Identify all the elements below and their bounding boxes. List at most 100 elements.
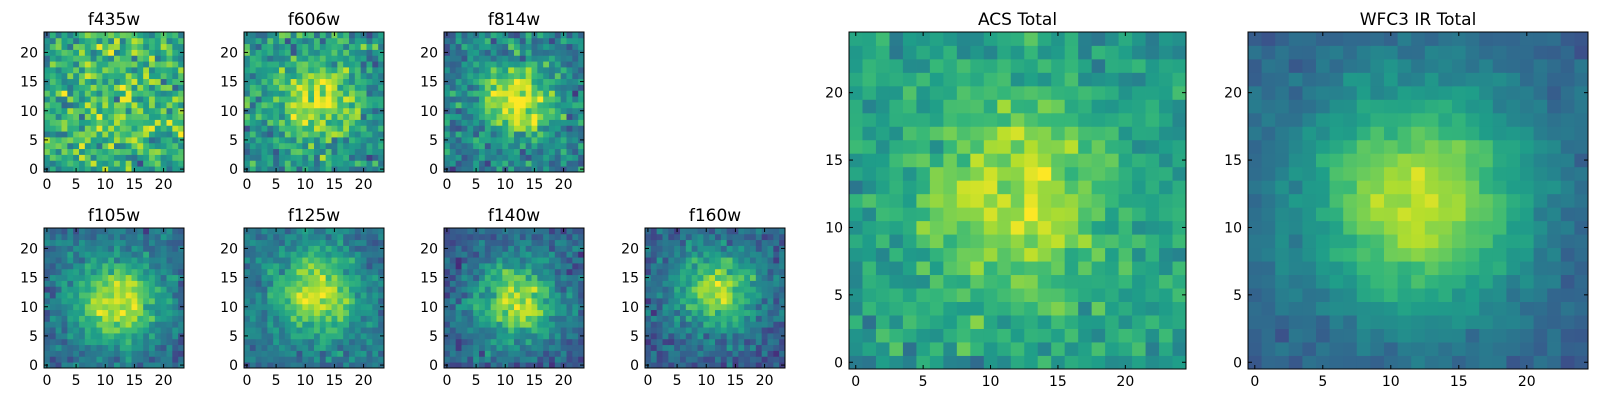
heatmap-cell [302,137,309,144]
heatmap-cell [273,90,280,97]
heatmap-cell [970,85,985,100]
heatmap-cell [738,298,745,305]
heatmap-cell [455,327,462,334]
heatmap-cell [154,356,162,363]
heatmap-cell [90,107,97,115]
heatmap-cell [889,45,904,60]
heatmap-cell [645,292,652,299]
heatmap-cell [755,333,763,340]
heatmap-cell [160,96,167,103]
heatmap-cell [314,251,321,258]
heatmap-cell [44,160,51,167]
heatmap-cell [314,119,321,126]
heatmap-cell [744,298,751,305]
heatmap-cell [331,55,338,62]
heatmap-cell [372,315,379,322]
heatmap-cell [319,292,327,299]
heatmap-cell [525,119,532,126]
heatmap-cell [160,286,167,293]
heatmap-cell [90,245,97,252]
heatmap-cell [1051,32,1066,46]
heatmap-cell [1078,166,1093,181]
heatmap-cell [378,327,385,334]
heatmap-cell [720,309,728,316]
heatmap-cell [290,303,297,311]
heatmap-cell [61,344,68,351]
heatmap-cell [125,160,132,167]
heatmap-cell [90,160,97,167]
heatmap-cell [560,154,567,161]
heatmap-cell [943,234,958,249]
heatmap-cell [178,102,185,109]
heatmap-cell [166,315,173,322]
heatmap-cell [479,61,486,68]
heatmap-cell [1010,342,1025,356]
heatmap-cell [349,154,356,161]
heatmap-cell [929,112,944,127]
heatmap-cell [750,245,757,252]
heatmap-cell [668,309,675,316]
heatmap-cell [308,32,315,39]
heatmap-cell [473,257,480,264]
heatmap-cell [496,131,503,138]
heatmap-cell [55,233,62,241]
heatmap-cell [354,78,362,85]
heatmap-cell [674,274,681,281]
heatmap-cell [929,126,944,141]
heatmap-cell [143,251,150,258]
heatmap-cell [102,292,109,299]
heatmap-cell [337,96,344,103]
heatmap-cell [261,251,268,258]
heatmap-cell [1024,72,1039,87]
heatmap-cell [284,228,292,235]
heatmap-cell [473,338,480,346]
heatmap-cell [255,160,262,167]
heatmap-cell [738,321,745,328]
heatmap-cell [461,228,468,235]
heatmap-cell [519,160,527,167]
heatmap-cell [554,107,562,115]
heatmap-cell [970,99,985,114]
heatmap-cell [44,119,51,126]
heatmap-cell [79,362,86,369]
heatmap-cell [114,228,121,235]
heatmap-cell [849,234,863,249]
heatmap-cell [566,350,573,357]
heatmap-cell [366,142,373,150]
heatmap-cell [308,49,315,56]
heatmap-cell [1397,342,1412,356]
heatmap-cell [96,113,103,120]
heatmap-cell [691,298,698,305]
heatmap-cell [697,292,704,299]
heatmap-cell [302,72,309,80]
heatmap-cell [1091,45,1106,60]
heatmap-cell [178,321,185,328]
heatmap-cell [325,72,332,80]
heatmap-cell [484,298,492,305]
heatmap-cell [455,96,462,103]
heatmap-cell [484,263,492,270]
heatmap-cell [779,309,786,316]
heatmap-cell [490,125,497,132]
heatmap-cell [862,32,877,46]
heatmap-cell [773,303,780,311]
heatmap-cell [325,160,332,167]
heatmap-cell [554,160,562,167]
heatmap-cell [137,309,144,316]
heatmap-cell [560,119,567,126]
heatmap-cell [566,43,573,50]
heatmap-cell [284,333,292,340]
heatmap-cell [956,166,971,181]
panel-title: ACS Total [978,10,1057,30]
heatmap-cell [160,309,167,316]
heatmap-cell [566,32,573,39]
heatmap-cell [484,338,492,346]
heatmap-cell [449,113,457,120]
heatmap-cell [502,280,509,287]
heatmap-cell [337,32,344,39]
heatmap-cell [319,43,327,50]
heatmap-cell [662,286,669,293]
heatmap-cell [455,315,462,322]
heatmap-cell [296,350,303,357]
heatmap-cell [1506,355,1521,370]
